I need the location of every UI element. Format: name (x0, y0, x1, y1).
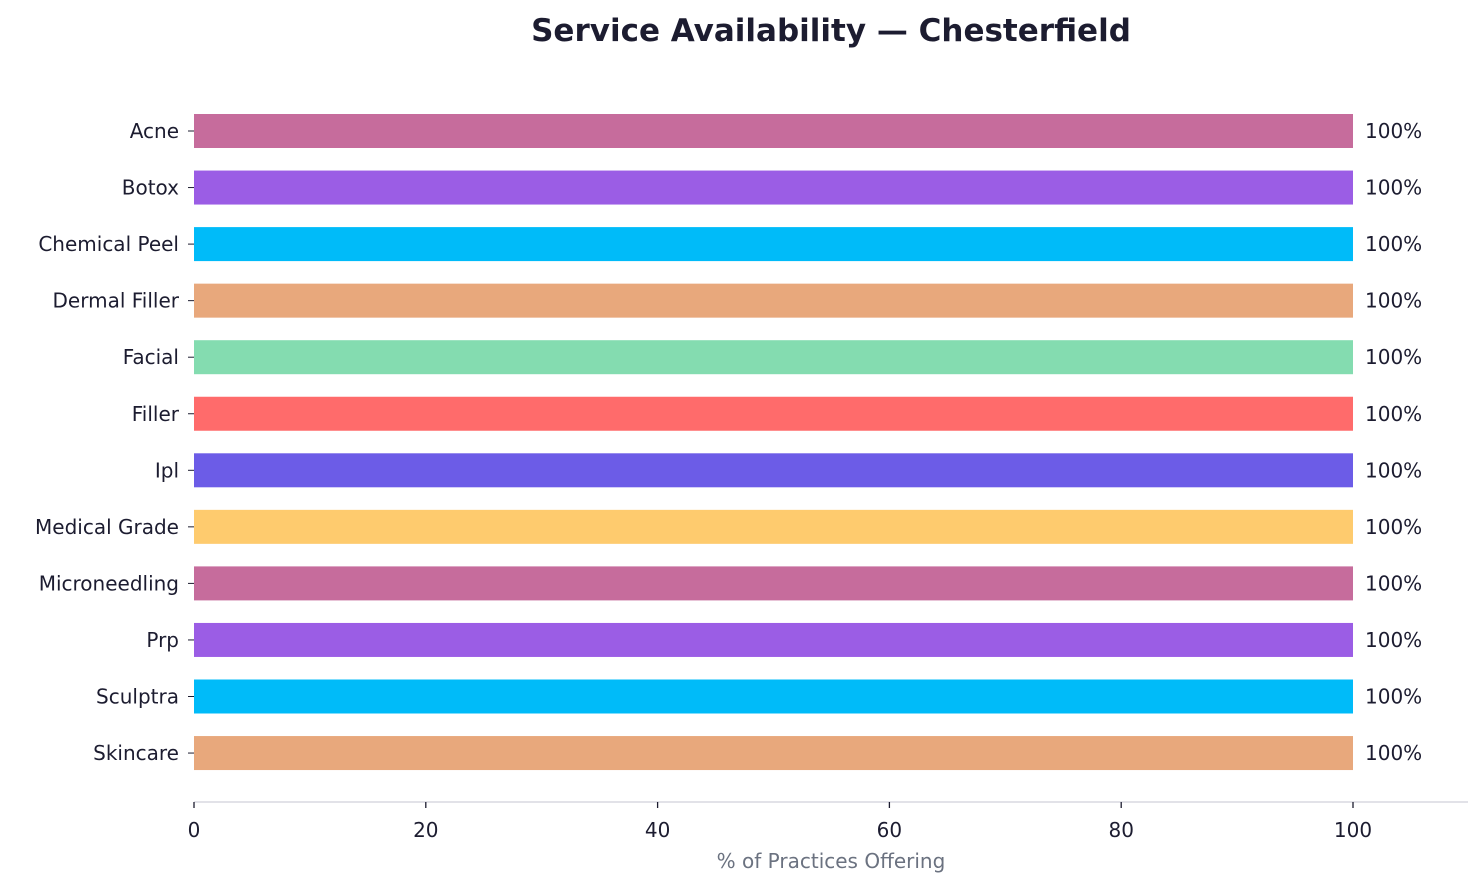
bar (194, 340, 1353, 375)
bar (194, 396, 1353, 431)
data-label: 100% (1365, 458, 1422, 482)
y-tick-label: Skincare (93, 741, 179, 765)
bar (194, 114, 1353, 148)
bar (194, 622, 1353, 657)
y-tick-label: Dermal Filler (53, 289, 180, 313)
bar (194, 227, 1353, 262)
x-tick-label: 100 (1334, 818, 1372, 842)
x-tick-label: 20 (413, 818, 438, 842)
x-tick-label: 60 (877, 818, 902, 842)
y-tick-label: Ipl (155, 458, 179, 482)
data-label: 100% (1365, 571, 1422, 595)
y-tick-label: Facial (123, 345, 179, 369)
data-label: 100% (1365, 685, 1422, 709)
bar (194, 679, 1353, 714)
bar (194, 509, 1353, 544)
y-tick-label: Filler (132, 402, 180, 426)
data-label: 100% (1365, 741, 1422, 765)
y-tick-label: Acne (130, 119, 179, 143)
bar (194, 453, 1353, 488)
data-label: 100% (1365, 515, 1422, 539)
data-label: 100% (1365, 628, 1422, 652)
y-tick-label: Botox (122, 176, 179, 200)
bar (194, 566, 1353, 601)
y-tick-label: Chemical Peel (38, 232, 179, 256)
data-label: 100% (1365, 345, 1422, 369)
data-label: 100% (1365, 402, 1422, 426)
data-label: 100% (1365, 176, 1422, 200)
x-tick-label: 0 (188, 818, 201, 842)
y-tick-label: Sculptra (96, 685, 179, 709)
data-label: 100% (1365, 232, 1422, 256)
y-tick-label: Medical Grade (35, 515, 179, 539)
chart-title: Service Availability — Chesterfield (531, 13, 1131, 49)
x-tick-label: 80 (1108, 818, 1133, 842)
bar (194, 283, 1353, 318)
data-label: 100% (1365, 119, 1422, 143)
y-tick-label: Microneedling (39, 571, 179, 595)
data-label: 100% (1365, 289, 1422, 313)
x-axis-label: % of Practices Offering (717, 849, 946, 873)
bar (194, 736, 1353, 771)
bar (194, 170, 1353, 205)
x-tick-label: 40 (645, 818, 670, 842)
y-tick-label: Prp (146, 628, 179, 652)
